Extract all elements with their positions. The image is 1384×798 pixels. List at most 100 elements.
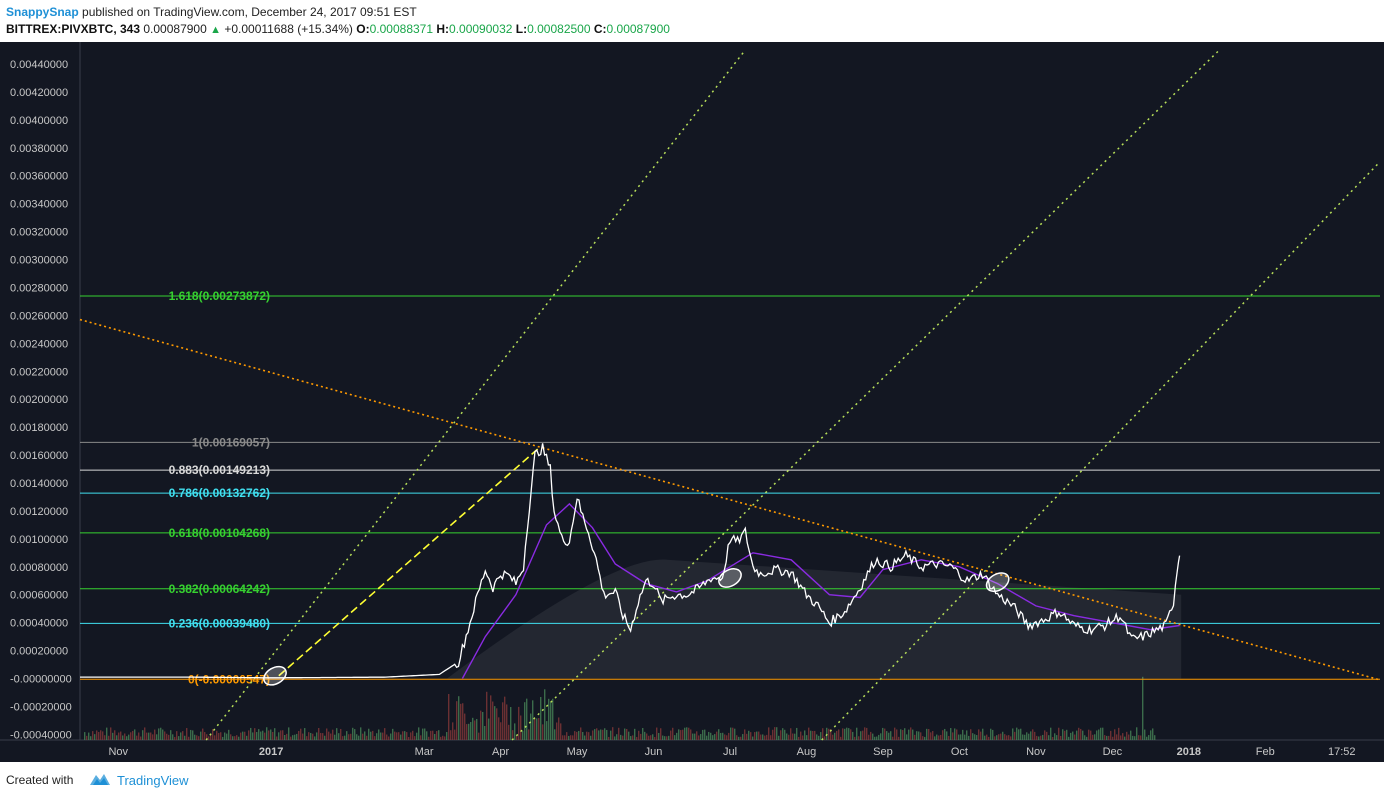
volume-bar: [1092, 734, 1094, 740]
footer: Created with TradingView: [0, 762, 1384, 798]
volume-bar: [634, 728, 636, 740]
symbol-label[interactable]: BITTREX:PIVXBTC, 343: [6, 22, 141, 36]
volume-bar: [170, 730, 172, 740]
volume-bar: [796, 727, 798, 740]
y-tick-label: 0.00220000: [10, 366, 68, 378]
tradingview-link[interactable]: TradingView: [117, 773, 189, 788]
volume-bar: [1000, 733, 1002, 740]
volume-bar: [226, 733, 228, 740]
volume-bar: [158, 728, 160, 740]
volume-bar: [654, 736, 656, 740]
volume-bar: [864, 727, 866, 740]
volume-bar: [1044, 730, 1046, 740]
volume-bar: [756, 731, 758, 740]
volume-bar: [910, 727, 912, 740]
volume-bar: [138, 732, 140, 740]
volume-bar: [156, 734, 158, 740]
volume-bar: [792, 733, 794, 740]
volume-bar: [312, 733, 314, 740]
y-tick-label: 0.00200000: [10, 394, 68, 406]
volume-bar: [564, 735, 566, 740]
volume-bar: [840, 736, 842, 740]
volume-bar: [916, 731, 918, 740]
fib-level-label: 0.382(0.00064242): [169, 582, 270, 596]
volume-bar: [902, 730, 904, 740]
volume-bar: [326, 728, 328, 740]
volume-bar: [154, 729, 156, 740]
volume-bar: [168, 734, 170, 740]
volume-bar: [884, 728, 886, 740]
volume-bar: [774, 727, 776, 740]
volume-bar: [386, 734, 388, 740]
volume-bar: [614, 736, 616, 740]
volume-bar: [416, 732, 418, 740]
volume-bar: [738, 736, 740, 740]
volume-bar: [690, 729, 692, 740]
y-tick-label: 0.00140000: [10, 478, 68, 490]
volume-bar: [254, 728, 256, 740]
volume-bar: [676, 732, 678, 740]
volume-bar: [438, 730, 440, 740]
volume-bar: [930, 732, 932, 740]
volume-bar: [708, 731, 710, 740]
volume-bar: [300, 728, 302, 740]
low-label: L:: [515, 22, 528, 36]
volume-bar: [360, 727, 362, 740]
volume-bar: [522, 730, 524, 740]
chart-area[interactable]: 0.00440000 0.00420000 0.00400000 0.00380000…: [0, 42, 1384, 762]
volume-bar: [662, 735, 664, 740]
volume-bar: [1026, 732, 1028, 740]
volume-bar: [1018, 729, 1020, 740]
volume-bar: [484, 725, 486, 740]
volume-bar: [370, 731, 372, 740]
volume-bar: [660, 728, 662, 740]
volume-bar: [604, 728, 606, 740]
volume-bar: [130, 732, 132, 740]
volume-bar: [672, 727, 674, 740]
volume-bar: [878, 734, 880, 740]
volume-bar: [1066, 729, 1068, 740]
volume-bar: [834, 732, 836, 740]
volume-bar: [344, 735, 346, 740]
volume-bar: [86, 735, 88, 740]
price-chart[interactable]: 0.00440000 0.00420000 0.00400000 0.00380000…: [0, 42, 1384, 762]
x-tick-label: May: [567, 746, 588, 758]
volume-bar: [334, 734, 336, 740]
volume-bar: [444, 736, 446, 740]
volume-bar: [714, 734, 716, 740]
volume-bar: [558, 717, 560, 740]
y-tick-label: 0.00360000: [10, 171, 68, 183]
volume-bar: [506, 704, 508, 740]
volume-bar: [606, 729, 608, 740]
tradingview-logo-icon: [90, 774, 110, 785]
volume-bar: [1012, 728, 1014, 740]
volume-bar: [372, 730, 374, 740]
volume-bar: [428, 736, 430, 740]
volume-bar: [844, 728, 846, 740]
volume-bar: [450, 730, 452, 740]
volume-bar: [212, 729, 214, 740]
volume-bar: [264, 732, 266, 740]
volume-bar: [988, 736, 990, 740]
volume-bar: [574, 731, 576, 740]
volume-bar: [780, 730, 782, 740]
volume-bar: [1056, 735, 1058, 740]
volume-bar: [224, 732, 226, 740]
volume-bar: [1016, 727, 1018, 740]
volume-bar: [210, 734, 212, 740]
volume-bar: [900, 729, 902, 740]
volume-bar: [638, 730, 640, 740]
volume-bar: [356, 734, 358, 740]
volume-bar: [740, 736, 742, 740]
fib-level-label: 0.618(0.00104268): [169, 526, 270, 540]
author-link[interactable]: SnappySnap: [6, 5, 79, 19]
volume-bar: [804, 730, 806, 740]
volume-bar: [454, 729, 456, 740]
volume-bar: [406, 732, 408, 740]
y-tick-label: 0.00020000: [10, 646, 68, 658]
x-tick-label: Oct: [951, 746, 968, 758]
volume-bar: [124, 733, 126, 740]
volume-bar: [106, 727, 108, 740]
x-tick-label: 2018: [1177, 746, 1201, 758]
volume-bar: [790, 728, 792, 740]
